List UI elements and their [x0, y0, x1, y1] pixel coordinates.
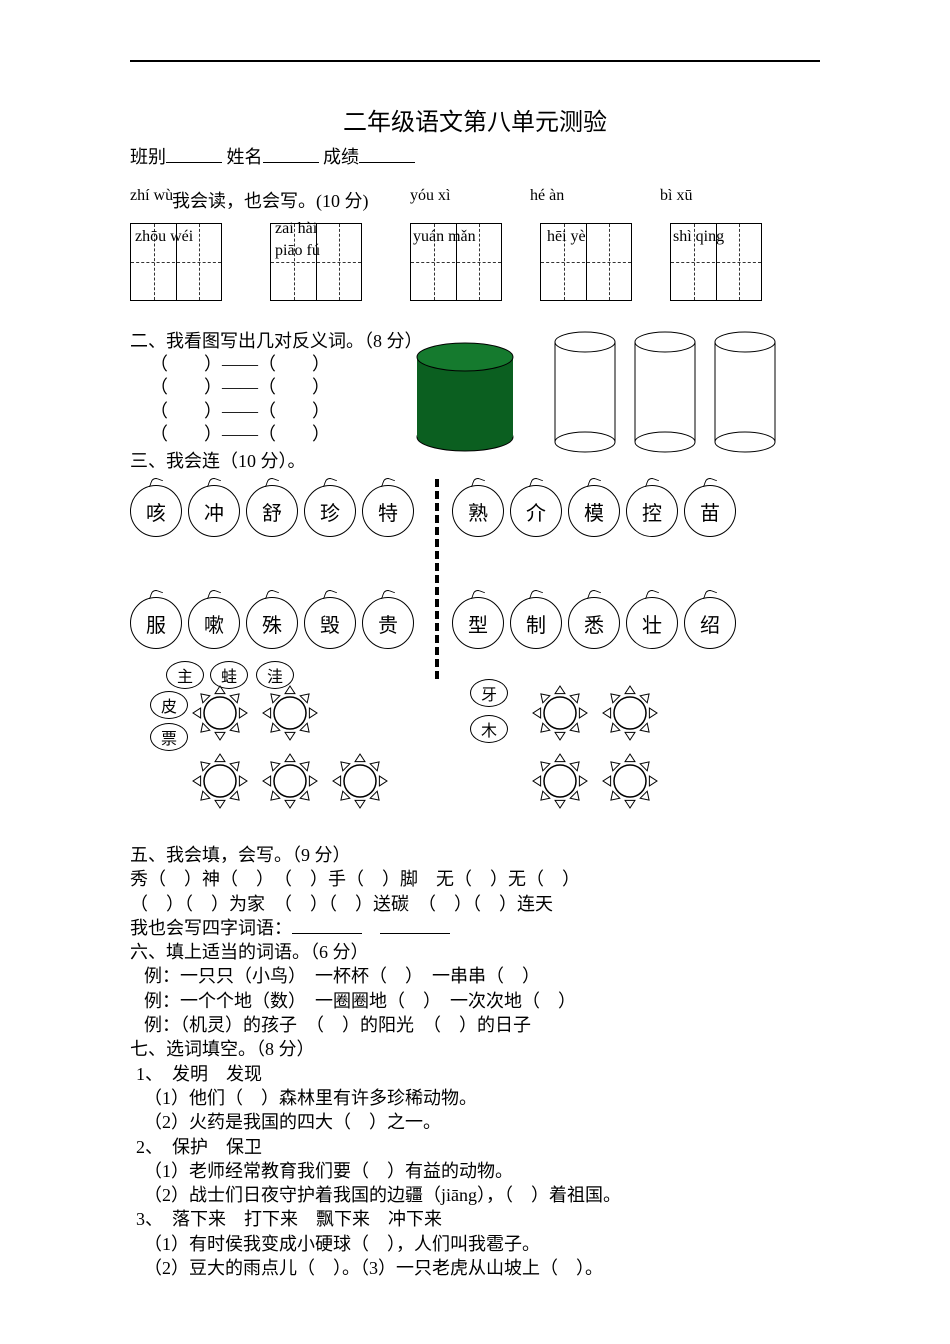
pinyin: hé àn	[530, 187, 564, 205]
sun-icon	[260, 683, 320, 748]
dashed-divider	[435, 479, 439, 679]
sec7-item[interactable]: （2）豆大的雨点儿（ ）。（3）一只老虎从山坡上（ ）。	[144, 1256, 820, 1280]
sun-icon	[190, 751, 250, 816]
apple-char[interactable]: 苗	[684, 485, 736, 537]
sec5-heading: 五、我会填，会写。（9 分）	[130, 843, 820, 867]
sec6-heading: 六、填上适当的词语。（6 分）	[130, 940, 820, 964]
tianzi-grid[interactable]: zhōu wéi	[130, 223, 222, 301]
apple-char[interactable]: 咳	[130, 485, 182, 537]
sec5-line[interactable]: 秀（ ）神（ ） （ ）手（ ）脚 无（ ）无（ ）	[130, 867, 820, 891]
sec6-ex[interactable]: 例：一个个地（数） 一圈圈地（ ） 一次次地（ ）	[144, 989, 820, 1013]
name-label: 姓名	[227, 147, 263, 167]
sec6-ex[interactable]: 例：（机灵）的孩子 （ ）的阳光 （ ）的日子	[144, 1013, 820, 1037]
char-oval: 木	[470, 715, 508, 743]
name-blank[interactable]	[263, 144, 319, 163]
sun-icon	[190, 683, 250, 748]
blank[interactable]	[292, 933, 362, 934]
sec7-item[interactable]: （1）有时侯我变成小硬球（ ），人们叫我雹子。	[144, 1232, 820, 1256]
section-1: zhí wù 我会读，也会写。(10 分) yóu xì hé àn bì xū…	[130, 187, 820, 327]
char-oval: 皮	[150, 691, 188, 719]
pinyin: bì xū	[660, 187, 692, 205]
sec7-item[interactable]: （2）战士们日夜守护着我国的边疆（jiāng），（ ）着祖国。	[144, 1183, 820, 1207]
pinyin: zhōu wéi	[135, 228, 193, 246]
apple-char[interactable]: 嗽	[188, 597, 240, 649]
pinyin: shì qing	[673, 228, 724, 246]
char-oval: 牙	[470, 679, 508, 707]
sec7-item[interactable]: （1）他们（ ）森林里有许多珍稀动物。	[144, 1086, 820, 1110]
section-4: 主 蛙 洼 皮 票 牙 木	[130, 673, 820, 843]
apple-char[interactable]: 珍	[304, 485, 356, 537]
char-oval: 票	[150, 723, 188, 751]
apples-row-bottom: 服嗽殊毁贵型制悉壮绍	[130, 597, 820, 649]
apple-char[interactable]: 介	[510, 485, 562, 537]
sun-icon	[530, 751, 590, 816]
sun-icon	[600, 683, 660, 748]
apple-char[interactable]: 冲	[188, 485, 240, 537]
pinyin: zāi hài	[275, 220, 317, 238]
tianzi-grid[interactable]: shì qing	[670, 223, 762, 301]
sun-icon	[330, 751, 390, 816]
apple-char[interactable]: 特	[362, 485, 414, 537]
sec5-line3: 我也会写四字词语：	[130, 916, 820, 940]
apple-char[interactable]: 模	[568, 485, 620, 537]
apple-char[interactable]: 贵	[362, 597, 414, 649]
apple-char[interactable]: 壮	[626, 597, 678, 649]
sec7-words: 1、 发明 发现	[136, 1062, 820, 1086]
tianzi-grid[interactable]: zāi hài piāo fú	[270, 223, 362, 301]
apple-char[interactable]: 服	[130, 597, 182, 649]
pinyin: yuán mǎn	[413, 228, 476, 246]
cylinder-hollow-icon	[550, 327, 620, 457]
apple-char[interactable]: 熟	[452, 485, 504, 537]
sec1-intro: 我会读，也会写。(10 分)	[172, 187, 369, 213]
class-label: 班别	[130, 147, 166, 167]
apple-char[interactable]: 绍	[684, 597, 736, 649]
cylinder-hollow-icon	[630, 327, 700, 457]
cylinder-hollow-icon	[710, 327, 780, 457]
apple-char[interactable]: 殊	[246, 597, 298, 649]
pinyin: hēi yè	[547, 228, 586, 246]
sec7-words: 3、 落下来 打下来 飘下来 冲下来	[136, 1207, 820, 1231]
apple-char[interactable]: 舒	[246, 485, 298, 537]
score-blank[interactable]	[359, 144, 415, 163]
sun-icon	[600, 751, 660, 816]
score-label: 成绩	[323, 147, 359, 167]
tianzi-grid[interactable]: yuán mǎn	[410, 223, 502, 301]
sec7-words: 2、 保护 保卫	[136, 1135, 820, 1159]
apples-row-top: 咳冲舒珍特熟介模控苗	[130, 485, 820, 537]
sec5-line[interactable]: （ ）（ ）为家 （ ）（ ）送碳 （ ）（ ）连天	[130, 892, 820, 916]
apple-char[interactable]: 控	[626, 485, 678, 537]
apple-char[interactable]: 毁	[304, 597, 356, 649]
info-line: 班别 姓名 成绩	[130, 143, 820, 169]
section-3-apples: 咳冲舒珍特熟介模控苗 服嗽殊毁贵型制悉壮绍	[130, 485, 820, 649]
class-blank[interactable]	[166, 144, 222, 163]
pinyin: piāo fú	[275, 242, 320, 260]
sec7-item[interactable]: （1）老师经常教育我们要（ ）有益的动物。	[144, 1159, 820, 1183]
pinyin: yóu xì	[410, 187, 450, 205]
section-2: 二、我看图写出几对反义词。（8 分） （ ）——（ ） （ ）——（ ） （ ）…	[130, 327, 820, 477]
tianzi-grid[interactable]: hēi yè	[540, 223, 632, 301]
sec6-ex[interactable]: 例：一只只（小鸟） 一杯杯（ ） 一串串（ ）	[144, 964, 820, 988]
page-title: 二年级语文第八单元测验	[130, 102, 820, 137]
blank[interactable]	[380, 933, 450, 934]
sec7-heading: 七、选词填空。（8 分）	[130, 1037, 820, 1061]
apple-char[interactable]: 悉	[568, 597, 620, 649]
apple-char[interactable]: 制	[510, 597, 562, 649]
sun-icon	[530, 683, 590, 748]
pinyin: zhí wù	[130, 187, 173, 205]
sun-icon	[260, 751, 320, 816]
sec7-item[interactable]: （2）火药是我国的四大（ ）之一。	[144, 1110, 820, 1134]
apple-char[interactable]: 型	[452, 597, 504, 649]
cylinder-filled-icon	[410, 337, 520, 457]
